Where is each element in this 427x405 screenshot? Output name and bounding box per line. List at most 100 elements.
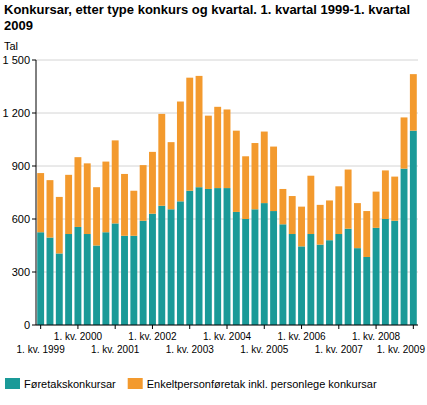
bar-segment — [307, 234, 314, 325]
x-tick-label: 1. kv. 2002 — [128, 331, 177, 342]
bar-segment — [242, 219, 249, 325]
bar-segment — [354, 203, 361, 248]
bar-segment — [261, 132, 268, 204]
bar-segment — [158, 206, 165, 325]
x-tick-label: 1. kv. 2009 — [377, 344, 426, 355]
bar-segment — [102, 162, 109, 233]
y-tick-label: 900 — [12, 160, 30, 172]
bar-segment — [345, 170, 352, 229]
bar-segment — [363, 211, 370, 257]
bar-segment — [186, 78, 193, 191]
bar-segment — [307, 176, 314, 234]
bar-segment — [224, 188, 231, 325]
x-tick-label: 1. kv. 2000 — [54, 331, 103, 342]
y-tick-label: 600 — [12, 213, 30, 225]
legend-swatch — [128, 378, 143, 389]
x-tick-label: 1. kv. 2003 — [166, 344, 215, 355]
bar-segment — [391, 221, 398, 325]
tick-mark — [32, 219, 36, 220]
tick-mark — [32, 60, 36, 61]
bar-segment — [65, 175, 72, 234]
bar-segment — [149, 152, 156, 214]
bar-segment — [279, 189, 286, 224]
x-tick-mark — [77, 325, 78, 329]
bar-segment — [196, 76, 203, 187]
tick-mark — [32, 325, 36, 326]
x-tick-mark — [413, 325, 414, 329]
bar-segment — [140, 165, 147, 221]
x-tick-mark — [189, 325, 190, 329]
bar-segment — [130, 191, 137, 236]
y-axis-label: Tal — [4, 40, 18, 52]
x-tick-mark — [227, 325, 228, 329]
bar-segment — [373, 192, 380, 228]
x-tick-label: 1. kv. 2004 — [203, 331, 252, 342]
x-tick-mark — [338, 325, 339, 329]
x-tick-mark — [264, 325, 265, 329]
title: Konkursar, etter type konkurs og kvartal… — [4, 2, 419, 34]
bar-segment — [224, 109, 231, 188]
bar-segment — [233, 131, 240, 212]
bar-segment — [373, 228, 380, 325]
y-tick-label: 300 — [12, 266, 30, 278]
bar-segment — [37, 173, 44, 232]
legend-label: Føretakskonkursar — [24, 378, 116, 390]
bar-segment — [177, 102, 184, 202]
bar-segment — [37, 232, 44, 325]
bar-segment — [93, 246, 100, 326]
bar-segment — [326, 240, 333, 325]
bar-segment — [401, 169, 408, 325]
bar-segment — [121, 236, 128, 325]
bar-segment — [205, 116, 212, 189]
x-tick-label: 1. kv. 2001 — [91, 344, 140, 355]
x-tick-mark — [115, 325, 116, 329]
bar-segment — [401, 117, 408, 168]
bar-segment — [233, 212, 240, 325]
bar-segment — [261, 203, 268, 325]
bar-segment — [186, 191, 193, 325]
y-tick-label: 1 500 — [2, 54, 30, 66]
bar-segment — [168, 142, 175, 209]
bar-segment — [289, 196, 296, 234]
legend-label: Enkeltpersonføretak inkl. personlege kon… — [147, 378, 377, 390]
bar-segment — [354, 248, 361, 325]
bar-segment — [47, 180, 54, 237]
x-tick-mark — [152, 325, 153, 329]
bar-segment — [84, 234, 91, 325]
chart: Tal03006009001 2001 5001. kv. 19991. kv.… — [0, 0, 427, 405]
bar-segment — [112, 140, 119, 223]
bar-segment — [382, 170, 389, 219]
y-axis — [36, 60, 37, 325]
bar-segment — [317, 205, 324, 245]
x-tick-mark — [376, 325, 377, 329]
bar-segment — [93, 187, 100, 245]
bars — [37, 74, 417, 325]
bar-segment — [140, 221, 147, 325]
y-tick-label: 1 200 — [2, 107, 30, 119]
bar-segment — [121, 174, 128, 236]
bar-segment — [214, 107, 221, 188]
tick-mark — [32, 166, 36, 167]
bar-segment — [410, 74, 417, 131]
bar-segment — [382, 219, 389, 325]
tick-mark — [32, 272, 36, 273]
bar-segment — [391, 177, 398, 221]
bar-segment — [196, 187, 203, 325]
bar-segment — [298, 207, 305, 247]
bar-segment — [270, 147, 277, 211]
bar-segment — [205, 189, 212, 325]
bar-segment — [289, 234, 296, 325]
bar-segment — [363, 257, 370, 325]
bar-segment — [335, 234, 342, 325]
bar-segment — [345, 229, 352, 325]
x-tick-label: 1. kv. 1999 — [17, 344, 66, 355]
bar-segment — [158, 114, 165, 206]
bar-segment — [84, 163, 91, 234]
bar-segment — [112, 223, 119, 325]
x-tick-label: 1. kv. 2007 — [315, 344, 364, 355]
bar-segment — [47, 238, 54, 325]
bar-segment — [74, 157, 81, 227]
bar-segment — [279, 224, 286, 325]
bar-segment — [270, 211, 277, 325]
bar-segment — [56, 253, 63, 325]
